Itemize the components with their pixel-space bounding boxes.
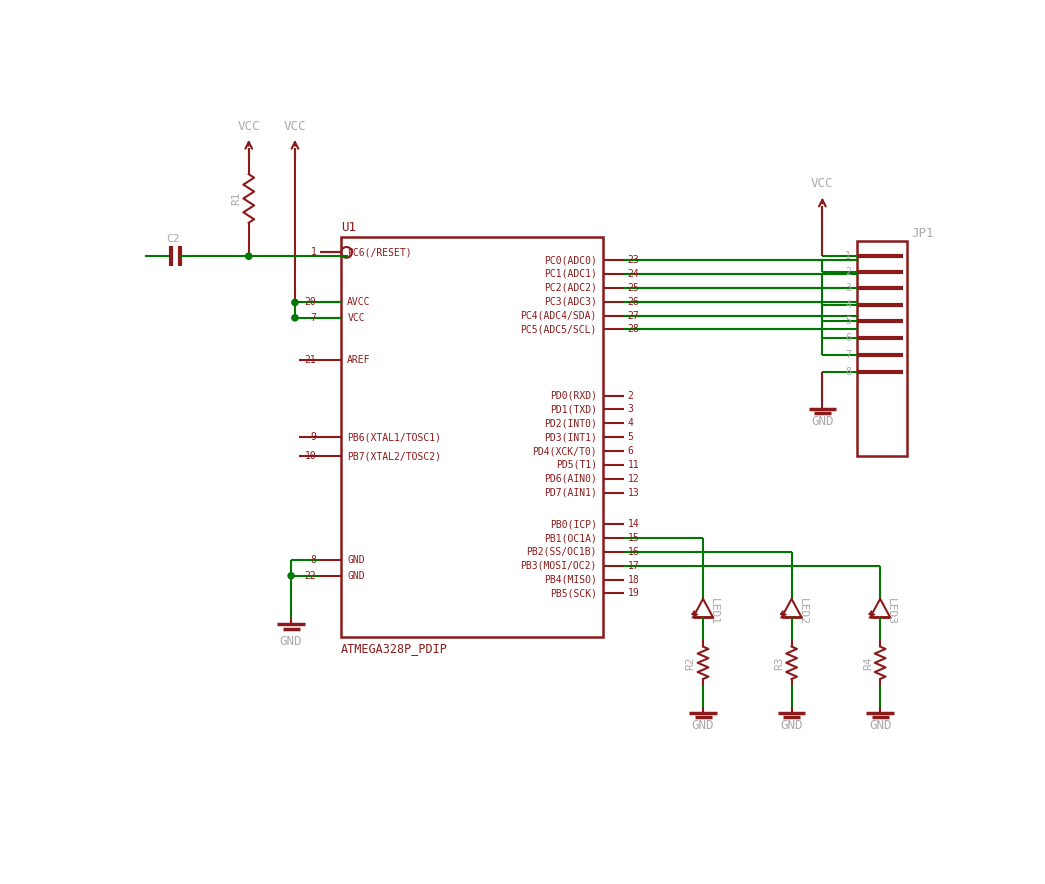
Text: 4: 4 xyxy=(628,418,633,429)
Text: 27: 27 xyxy=(628,310,640,321)
Text: 11: 11 xyxy=(628,460,640,470)
Text: 3: 3 xyxy=(845,283,851,293)
Text: PB2(SS/OC1B): PB2(SS/OC1B) xyxy=(527,547,597,557)
Text: 21: 21 xyxy=(305,355,317,365)
Text: PC4(ADC4/SDA): PC4(ADC4/SDA) xyxy=(520,310,597,321)
Text: GND: GND xyxy=(811,415,834,428)
Text: PD0(RXD): PD0(RXD) xyxy=(550,391,597,400)
Text: LED2: LED2 xyxy=(797,598,808,626)
Text: GND: GND xyxy=(692,720,715,733)
Text: VCC: VCC xyxy=(811,178,834,190)
Text: 18: 18 xyxy=(628,575,640,584)
Text: PB4(MISO): PB4(MISO) xyxy=(543,575,597,584)
Text: VCC: VCC xyxy=(237,119,260,133)
Text: PD1(TXD): PD1(TXD) xyxy=(550,405,597,415)
Text: 6: 6 xyxy=(845,333,851,343)
Text: 7: 7 xyxy=(310,313,317,323)
Text: PB5(SCK): PB5(SCK) xyxy=(550,589,597,598)
Text: 2: 2 xyxy=(845,267,851,277)
Text: C2: C2 xyxy=(166,234,180,244)
Text: R3: R3 xyxy=(774,656,784,669)
Text: U1: U1 xyxy=(341,221,356,234)
Circle shape xyxy=(292,315,298,321)
Text: PD5(T1): PD5(T1) xyxy=(556,460,597,470)
Text: 14: 14 xyxy=(628,519,640,530)
Text: 1: 1 xyxy=(845,251,851,262)
Text: PC0(ADC0): PC0(ADC0) xyxy=(543,255,597,265)
Text: 13: 13 xyxy=(628,488,640,498)
Text: 2: 2 xyxy=(628,391,633,400)
Text: GND: GND xyxy=(347,571,365,581)
Text: LED3: LED3 xyxy=(886,598,897,626)
Text: ATMEGA328P_PDIP: ATMEGA328P_PDIP xyxy=(341,642,448,655)
Text: 10: 10 xyxy=(305,452,317,461)
Text: 5: 5 xyxy=(845,316,851,326)
Text: 9: 9 xyxy=(310,432,317,442)
Text: GND: GND xyxy=(781,720,803,733)
Circle shape xyxy=(288,573,295,579)
Text: PD7(AIN1): PD7(AIN1) xyxy=(543,488,597,498)
Text: PB6(XTAL1/TOSC1): PB6(XTAL1/TOSC1) xyxy=(347,432,441,442)
Text: 3: 3 xyxy=(628,405,633,415)
Text: 25: 25 xyxy=(628,283,640,293)
Text: GND: GND xyxy=(280,635,302,648)
Text: 15: 15 xyxy=(628,533,640,543)
Text: PC2(ADC2): PC2(ADC2) xyxy=(543,283,597,293)
Text: PD4(XCK/T0): PD4(XCK/T0) xyxy=(532,446,597,456)
Text: 6: 6 xyxy=(628,446,633,456)
Text: R4: R4 xyxy=(863,656,873,669)
Text: 28: 28 xyxy=(628,324,640,334)
Text: PD2(INT0): PD2(INT0) xyxy=(543,418,597,429)
Text: 17: 17 xyxy=(628,560,640,571)
Text: PD3(INT1): PD3(INT1) xyxy=(543,432,597,442)
Text: R2: R2 xyxy=(686,656,696,669)
Text: VCC: VCC xyxy=(283,119,306,133)
Text: 16: 16 xyxy=(628,547,640,557)
Text: GND: GND xyxy=(868,720,891,733)
Text: PB1(OC1A): PB1(OC1A) xyxy=(543,533,597,543)
Bar xyxy=(857,240,907,456)
Bar xyxy=(341,237,603,637)
Circle shape xyxy=(246,253,252,259)
Text: 23: 23 xyxy=(628,255,640,265)
Text: PC1(ADC1): PC1(ADC1) xyxy=(543,269,597,279)
Text: AREF: AREF xyxy=(347,355,371,365)
Text: 4: 4 xyxy=(845,300,851,309)
Text: VCC: VCC xyxy=(347,313,365,323)
Text: JP1: JP1 xyxy=(911,226,933,240)
Text: PB0(ICP): PB0(ICP) xyxy=(550,519,597,530)
Text: PB3(MOSI/OC2): PB3(MOSI/OC2) xyxy=(520,560,597,571)
Text: LED1: LED1 xyxy=(710,598,719,626)
Text: AVCC: AVCC xyxy=(347,297,371,308)
Text: 22: 22 xyxy=(305,571,317,581)
Text: 20: 20 xyxy=(305,297,317,308)
Text: 24: 24 xyxy=(628,269,640,279)
Text: 12: 12 xyxy=(628,474,640,484)
Text: PC5(ADC5/SCL): PC5(ADC5/SCL) xyxy=(520,324,597,334)
Text: PC6(/RESET): PC6(/RESET) xyxy=(347,248,412,257)
Circle shape xyxy=(292,300,298,306)
Text: 19: 19 xyxy=(628,589,640,598)
Text: 7: 7 xyxy=(845,350,851,360)
Text: 8: 8 xyxy=(845,367,851,377)
Text: 26: 26 xyxy=(628,297,640,307)
Text: PC3(ADC3): PC3(ADC3) xyxy=(543,297,597,307)
Text: 5: 5 xyxy=(628,432,633,442)
Text: PD6(AIN0): PD6(AIN0) xyxy=(543,474,597,484)
Text: GND: GND xyxy=(347,555,365,566)
Text: 1: 1 xyxy=(310,248,317,257)
Text: PB7(XTAL2/TOSC2): PB7(XTAL2/TOSC2) xyxy=(347,452,441,461)
Text: 8: 8 xyxy=(310,555,317,566)
Text: R1: R1 xyxy=(231,192,241,205)
